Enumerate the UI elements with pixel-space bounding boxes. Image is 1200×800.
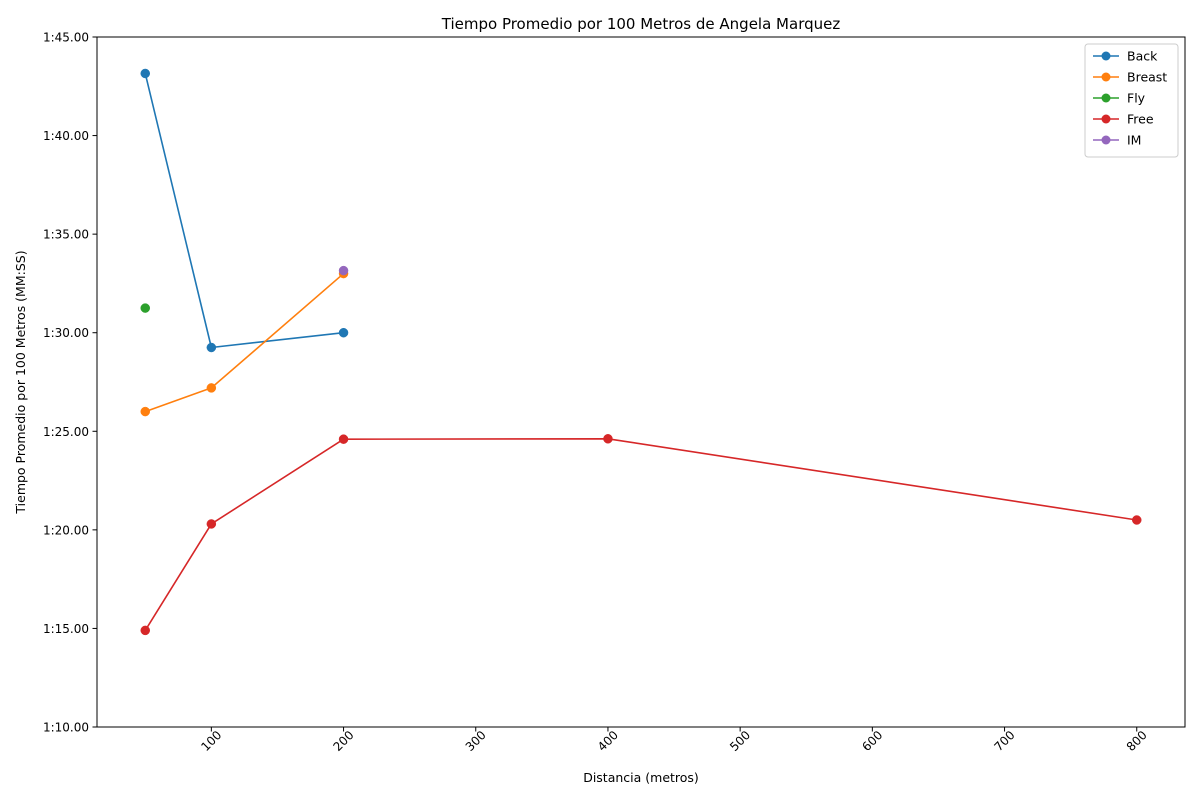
legend-label-im: IM (1127, 133, 1141, 148)
data-point-free (1132, 515, 1142, 525)
chart-title: Tiempo Promedio por 100 Metros de Angela… (441, 15, 841, 33)
data-point-free (338, 434, 349, 444)
legend-box (1084, 43, 1179, 158)
legend-label-breast: Breast (1127, 70, 1167, 85)
y-axis-title: Tiempo Promedio por 100 Metros (MM:SS) (13, 250, 28, 514)
legend-label-back: Back (1127, 49, 1158, 64)
legend-marker-fly (1101, 93, 1111, 103)
legend-marker-im (1101, 135, 1111, 145)
data-point-back (140, 68, 150, 79)
legend-marker-breast (1101, 72, 1111, 82)
data-point-free (603, 434, 613, 444)
legend-marker-back (1101, 51, 1111, 61)
legend-marker-free (1101, 114, 1111, 124)
data-point-breast (206, 383, 217, 393)
y-tick-label: 1:20.00 (43, 523, 89, 537)
y-tick-label: 1:30.00 (43, 326, 89, 340)
legend-label-free: Free (1127, 112, 1154, 127)
data-point-breast (140, 406, 150, 417)
data-point-free (140, 625, 150, 636)
y-tick-label: 1:35.00 (43, 228, 89, 242)
y-tick-label: 1:10.00 (43, 721, 89, 735)
y-tick-label: 1:25.00 (43, 425, 89, 439)
data-point-back (206, 342, 217, 353)
data-point-im (338, 265, 349, 276)
y-tick-label: 1:40.00 (43, 129, 89, 143)
data-point-free (206, 519, 217, 529)
x-axis-title: Distancia (metros) (583, 770, 699, 785)
legend-label-fly: Fly (1127, 91, 1146, 106)
data-point-back (338, 327, 349, 338)
data-point-fly (140, 303, 150, 313)
legend: Back Breast Fly Free IM (1084, 43, 1179, 158)
axes-frame (96, 36, 1186, 728)
y-tick-label: 1:15.00 (43, 622, 89, 636)
y-tick-label: 1:45.00 (43, 31, 89, 45)
